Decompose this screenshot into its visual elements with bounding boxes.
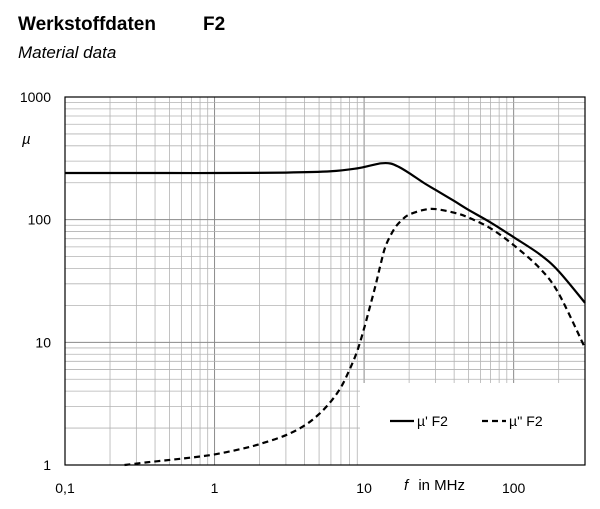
plot-frame [64, 96, 586, 466]
x-tick-label: 10 [356, 480, 372, 496]
y-tick-label: 1000 [20, 89, 51, 105]
y-tick-label: 10 [35, 334, 51, 350]
chart-title: Werkstoffdaten F2 [18, 14, 225, 36]
chart-title-text: Werkstoffdaten [18, 14, 156, 35]
x-tick-label: 1 [211, 480, 219, 496]
chart-subtitle: Material data [18, 43, 117, 62]
x-tick-label: 100 [502, 480, 526, 496]
x-tick-label: 0,1 [55, 480, 75, 496]
legend-box [360, 383, 585, 465]
series-layer [65, 161, 586, 467]
legend-label-mu-prime: µ' F2 [417, 413, 448, 429]
material-code: F2 [203, 14, 226, 35]
x-axis-label: f in MHz [404, 477, 465, 494]
legend: µ' F2 µ'' F2 [360, 383, 585, 465]
y-tick-label: 100 [28, 212, 52, 228]
series-line-mu-prime [65, 161, 586, 304]
y-axis-label: µ [22, 131, 31, 148]
y-tick-label: 1 [43, 457, 51, 473]
legend-label-mu-double-prime: µ'' F2 [509, 413, 543, 429]
x-axis-unit: in MHz [418, 477, 465, 494]
x-axis-symbol: f [404, 477, 410, 494]
